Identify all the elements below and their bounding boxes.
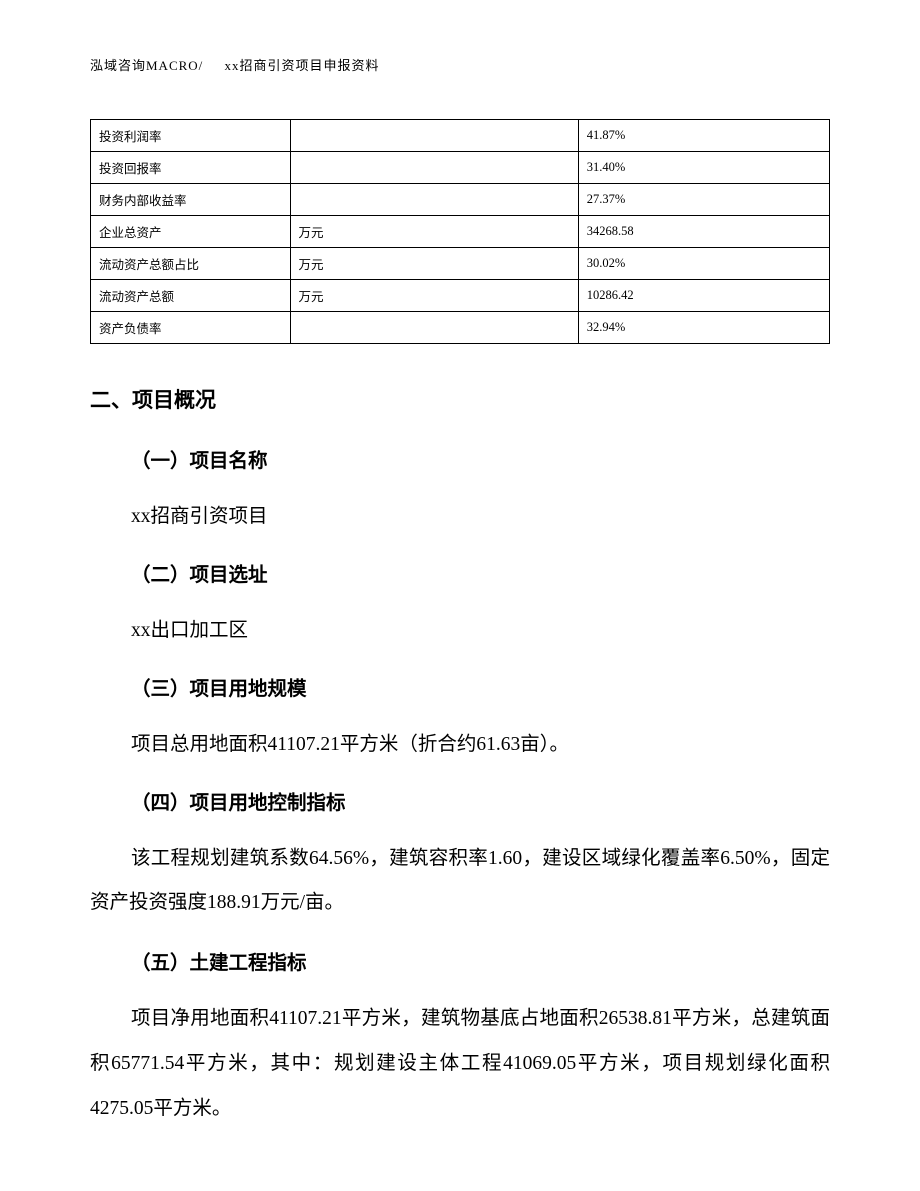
sub-title-1: （一）项目名称 xyxy=(90,444,830,473)
cell-value: 27.37% xyxy=(578,184,829,216)
cell-unit: 万元 xyxy=(290,216,578,248)
cell-label: 资产负债率 xyxy=(91,312,291,344)
cell-value: 31.40% xyxy=(578,152,829,184)
page-header: 泓域咨询MACRO/ xx招商引资项目申报资料 xyxy=(90,55,830,74)
cell-unit xyxy=(290,312,578,344)
cell-label: 财务内部收益率 xyxy=(91,184,291,216)
cell-label: 流动资产总额 xyxy=(91,280,291,312)
cell-value: 32.94% xyxy=(578,312,829,344)
cell-label: 流动资产总额占比 xyxy=(91,248,291,280)
body-text-1: xx招商引资项目 xyxy=(90,495,830,540)
sub-title-4: （四）项目用地控制指标 xyxy=(90,786,830,815)
table-row: 投资回报率 31.40% xyxy=(91,152,830,184)
cell-unit: 万元 xyxy=(290,280,578,312)
header-right: xx招商引资项目申报资料 xyxy=(225,58,380,73)
cell-unit xyxy=(290,184,578,216)
sub-title-5: （五）土建工程指标 xyxy=(90,946,830,975)
cell-label: 投资回报率 xyxy=(91,152,291,184)
cell-value: 10286.42 xyxy=(578,280,829,312)
cell-value: 30.02% xyxy=(578,248,829,280)
body-text-3: 项目总用地面积41107.21平方米（折合约61.63亩）。 xyxy=(90,723,830,768)
financial-table: 投资利润率 41.87% 投资回报率 31.40% 财务内部收益率 27.37%… xyxy=(90,119,830,344)
cell-label: 投资利润率 xyxy=(91,120,291,152)
cell-value: 41.87% xyxy=(578,120,829,152)
header-left: 泓域咨询MACRO/ xyxy=(90,58,203,73)
sub-title-2: （二）项目选址 xyxy=(90,558,830,587)
sub-title-3: （三）项目用地规模 xyxy=(90,672,830,701)
section-title: 二、项目概况 xyxy=(90,384,830,414)
cell-value: 34268.58 xyxy=(578,216,829,248)
body-text-5: 项目净用地面积41107.21平方米，建筑物基底占地面积26538.81平方米，… xyxy=(90,997,830,1132)
table-row: 投资利润率 41.87% xyxy=(91,120,830,152)
table-row: 财务内部收益率 27.37% xyxy=(91,184,830,216)
table-row: 企业总资产 万元 34268.58 xyxy=(91,216,830,248)
cell-unit: 万元 xyxy=(290,248,578,280)
cell-unit xyxy=(290,120,578,152)
table-row: 流动资产总额 万元 10286.42 xyxy=(91,280,830,312)
table-row: 流动资产总额占比 万元 30.02% xyxy=(91,248,830,280)
body-text-2: xx出口加工区 xyxy=(90,609,830,654)
cell-unit xyxy=(290,152,578,184)
body-text-4: 该工程规划建筑系数64.56%，建筑容积率1.60，建设区域绿化覆盖率6.50%… xyxy=(90,837,830,927)
page-root: 泓域咨询MACRO/ xx招商引资项目申报资料 投资利润率 41.87% 投资回… xyxy=(0,0,920,1191)
table-row: 资产负债率 32.94% xyxy=(91,312,830,344)
cell-label: 企业总资产 xyxy=(91,216,291,248)
